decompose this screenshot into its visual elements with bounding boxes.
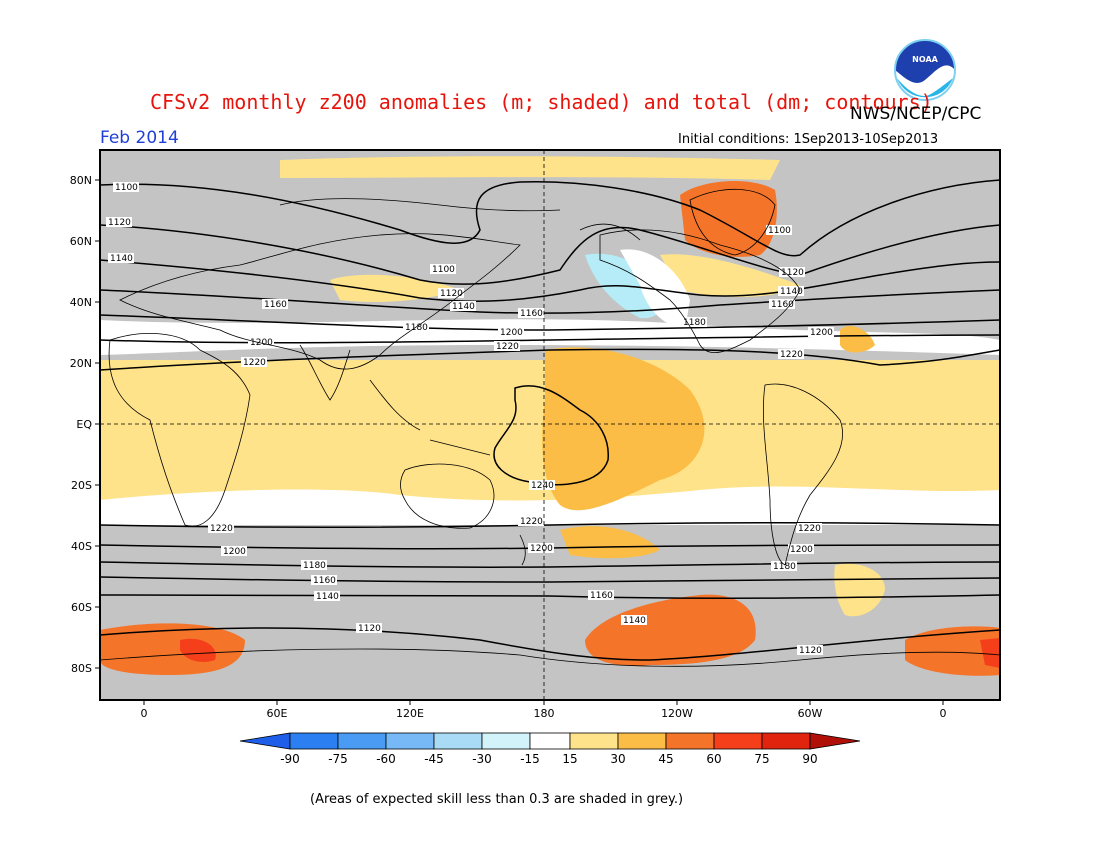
colorbar (239, 732, 861, 750)
contour-label: 1100 (768, 226, 791, 236)
lat-label: 40N (70, 296, 92, 309)
forecast-period: Feb 2014 (100, 128, 179, 148)
contour-label: 1140 (316, 592, 339, 602)
contour-label: 1100 (432, 265, 455, 275)
colorbar-label: -75 (328, 752, 348, 766)
contour-label: 1120 (108, 218, 131, 228)
lat-label: 20N (70, 357, 92, 370)
contour-label: 1220 (780, 350, 803, 360)
contour-label: 1220 (496, 342, 519, 352)
contour-label: 1100 (115, 183, 138, 193)
contour-label: 1140 (780, 287, 803, 297)
lat-label: 80N (70, 174, 92, 187)
contour-label: 1160 (590, 591, 613, 601)
map-frame (99, 149, 1001, 701)
contour-label: 1160 (313, 576, 336, 586)
anomaly-shading (100, 150, 1000, 700)
lon-label: 60E (267, 707, 288, 720)
contour-label: 1220 (798, 524, 821, 534)
contour-label: 1160 (520, 309, 543, 319)
contour-label: 1180 (405, 323, 428, 333)
colorbar-label: 15 (562, 752, 577, 766)
footnote: (Areas of expected skill less than 0.3 a… (310, 792, 684, 807)
contour-label: 1200 (790, 545, 813, 555)
contour-label: 1120 (799, 646, 822, 656)
colorbar-label: -30 (472, 752, 492, 766)
contour-label: 1120 (440, 289, 463, 299)
colorbar-label: 45 (658, 752, 673, 766)
lat-label: 60N (70, 235, 92, 248)
contour-labels: 1100 1120 1140 1160 1180 1200 1220 1100 … (106, 182, 834, 656)
contour-label: 1200 (810, 328, 833, 338)
initial-conditions: Initial conditions: 1Sep2013-10Sep2013 (678, 132, 939, 147)
lon-label: 0 (141, 707, 148, 720)
lon-axis (143, 700, 944, 705)
contour-label: 1220 (210, 524, 233, 534)
contour-label: 1180 (773, 562, 796, 572)
colorbar-label: -90 (280, 752, 300, 766)
contour-label: 1200 (500, 328, 523, 338)
noaa-logo: NOAA (894, 39, 956, 101)
contour-label: 1220 (520, 517, 543, 527)
contour-label: 1180 (683, 318, 706, 328)
colorbar-label: 30 (610, 752, 625, 766)
colorbar-label: -60 (376, 752, 396, 766)
lat-label: 40S (71, 540, 92, 553)
contour-label: 1140 (623, 616, 646, 626)
lat-axis (95, 179, 100, 669)
lon-label: 180 (534, 707, 555, 720)
lat-label: 60S (71, 601, 92, 614)
colorbar-label: -45 (424, 752, 444, 766)
contour-label: 1240 (531, 481, 554, 491)
lon-label: 120E (396, 707, 424, 720)
contour-label: 1180 (303, 561, 326, 571)
colorbar-label: 75 (754, 752, 769, 766)
agency-label: NWS/NCEP/CPC (850, 104, 982, 124)
lon-label: 0 (940, 707, 947, 720)
contour-label: 1200 (223, 547, 246, 557)
lat-label: 80S (71, 662, 92, 675)
colorbar-label: 60 (706, 752, 721, 766)
coastlines (100, 188, 1000, 667)
lon-label: 60W (798, 707, 823, 720)
contour-label: 1120 (358, 624, 381, 634)
contour-label: 1140 (110, 254, 133, 264)
contour-label: 1220 (243, 358, 266, 368)
page-title: CFSv2 monthly z200 anomalies (m; shaded)… (150, 90, 933, 114)
contour-label: 1200 (530, 544, 553, 554)
logo-text: NOAA (912, 55, 938, 64)
contour-label: 1140 (452, 302, 475, 312)
contour-label: 1160 (264, 300, 287, 310)
colorbar-label: -15 (520, 752, 540, 766)
contour-label: 1120 (781, 268, 804, 278)
lat-label: EQ (76, 418, 92, 431)
colorbar-label: 90 (802, 752, 817, 766)
lon-label: 120W (661, 707, 693, 720)
contour-label: 1160 (771, 300, 794, 310)
lat-label: 20S (71, 479, 92, 492)
